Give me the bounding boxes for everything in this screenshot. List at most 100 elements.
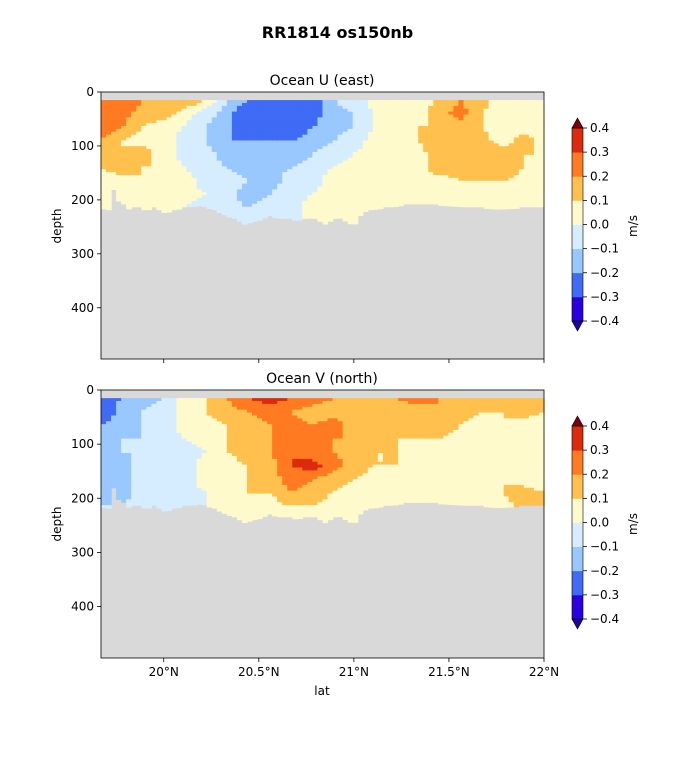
heatmap-cell <box>182 204 188 207</box>
heatmap-cell <box>463 204 469 207</box>
heatmap-cell <box>393 204 399 207</box>
heatmap-cell <box>161 508 167 511</box>
heatmap-cell <box>217 508 223 511</box>
colorbar-tick-label: 0.2 <box>590 169 609 183</box>
colorbar-tick-label: 0.3 <box>590 145 609 159</box>
heatmap-cell <box>489 207 495 210</box>
colorbar-segment <box>572 128 583 153</box>
colorbar-segment <box>572 176 583 201</box>
heatmap-cell <box>101 207 107 210</box>
heatmap-cell <box>156 207 162 210</box>
heatmap-cell <box>141 207 147 210</box>
heatmap-cell <box>232 514 238 517</box>
heatmap-cell <box>171 207 177 210</box>
colorbar-tick-label: −0.3 <box>590 290 619 304</box>
heatmap-cell <box>247 221 253 223</box>
heatmap-cell <box>121 201 127 204</box>
heatmap-cells <box>101 100 545 224</box>
heatmap-cell <box>343 218 349 221</box>
heatmap-cell <box>363 210 369 212</box>
heatmap-cell <box>438 204 444 206</box>
heatmap-cell <box>297 218 303 220</box>
heatmap-cell <box>534 204 540 207</box>
colorbar-segment <box>572 225 583 250</box>
heatmap-cell <box>212 505 218 508</box>
heatmap-cell <box>368 207 374 210</box>
colorbar-tick-label: 0.0 <box>590 218 609 232</box>
heatmap-cell <box>197 502 203 504</box>
heatmap-cell <box>136 502 142 505</box>
heatmap-cell <box>156 505 162 508</box>
heatmap-cell <box>272 514 278 517</box>
colorbar-segment <box>572 152 583 177</box>
heatmap-cell <box>292 517 298 520</box>
heatmap-cell <box>192 204 198 207</box>
heatmap-cell <box>378 207 384 209</box>
colorbar-ocean-u: −0.4−0.3−0.2−0.10.00.10.20.30.4 <box>572 118 619 331</box>
heatmap-cell <box>217 210 223 213</box>
heatmap-cell <box>282 514 288 517</box>
colorbar-tick-label: −0.2 <box>590 266 619 280</box>
heatmap-cell <box>106 505 112 508</box>
heatmap-cell <box>222 511 228 514</box>
heatmap-cell <box>317 218 323 221</box>
heatmap-cell <box>262 514 268 517</box>
heatmap-cell <box>116 496 122 499</box>
colorbar-segment <box>572 200 583 225</box>
heatmap-cell <box>282 215 288 218</box>
heatmap-cell <box>323 221 329 224</box>
heatmap-cell <box>358 212 364 215</box>
heatmap-cell <box>161 210 167 213</box>
heatmap-cell <box>222 212 228 215</box>
heatmap-cell <box>338 215 344 218</box>
colorbar-tick-label: 0.4 <box>590 121 609 135</box>
heatmap-cell <box>474 204 480 207</box>
heatmap-cell <box>151 204 157 207</box>
heatmap-cell <box>207 207 213 209</box>
heatmap-cell <box>247 520 253 522</box>
heatmap-cell <box>423 201 429 204</box>
heatmap-cell <box>111 187 117 190</box>
panel-u-title: Ocean U (east) <box>270 73 375 89</box>
heatmap-cell <box>146 505 152 508</box>
heatmap-cell <box>116 198 122 201</box>
heatmap-cell <box>272 215 278 218</box>
heatmap-cell <box>433 201 439 204</box>
heatmap-cell <box>418 201 424 204</box>
heatmap-cell <box>353 221 359 224</box>
heatmap-cell <box>202 502 208 505</box>
heatmap-cell <box>333 215 339 218</box>
figure-suptitle: RR1814 os150nb <box>262 23 414 42</box>
heatmap-cell <box>458 204 464 207</box>
heatmap-cell <box>171 505 177 508</box>
heatmap-cell <box>287 215 293 218</box>
heatmap-cell <box>448 204 454 207</box>
heatmap-cell <box>302 215 308 218</box>
heatmap-cell <box>232 215 238 218</box>
heatmap-cell <box>187 502 193 505</box>
heatmap-cell <box>373 207 379 210</box>
heatmap-cell <box>468 204 474 207</box>
y-tick-label: 300 <box>71 247 94 261</box>
heatmap-cell <box>443 204 449 206</box>
heatmap-cell <box>277 215 283 218</box>
colorbar-tick-label: −0.1 <box>590 242 619 256</box>
heatmap-cell <box>177 505 183 508</box>
heatmap-cell <box>383 204 389 207</box>
heatmap-cell <box>126 207 132 210</box>
colorbar-segment <box>572 273 583 298</box>
heatmap-cell <box>267 511 273 514</box>
heatmap-cell <box>514 207 520 209</box>
colorbar-tick-label: −0.4 <box>590 314 619 328</box>
heatmap-cell <box>398 204 404 206</box>
colorbar-extend-max <box>572 118 583 128</box>
heatmap-cell <box>262 215 268 218</box>
heatmap-cell <box>257 517 263 519</box>
heatmap-cell <box>182 502 188 505</box>
heatmap-cell <box>328 218 334 221</box>
heatmap-cell <box>494 207 500 210</box>
heatmap-cell <box>529 204 535 207</box>
heatmap-cell <box>277 514 283 517</box>
